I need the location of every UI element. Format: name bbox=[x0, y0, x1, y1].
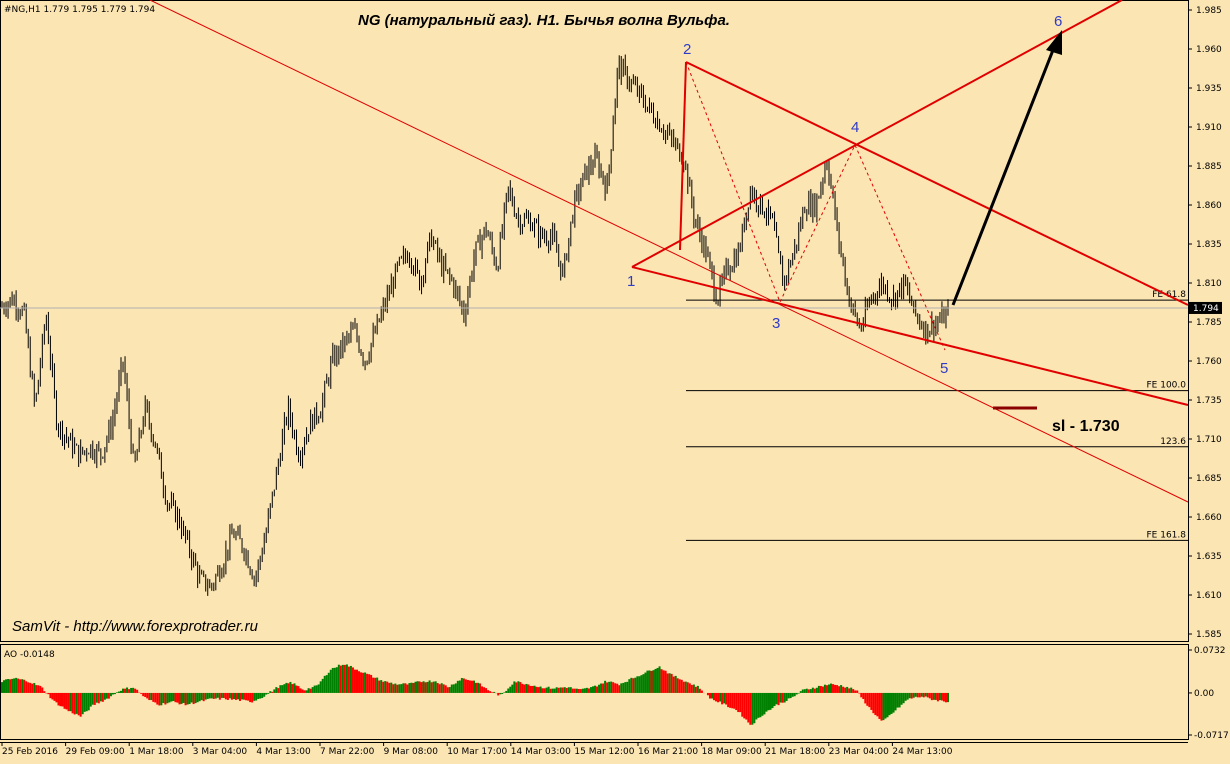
price-tick-label: 1.910 bbox=[1196, 123, 1222, 133]
chart-title: NG (натуральный газ). H1. Бычья волна Ву… bbox=[358, 12, 730, 29]
time-tick-label: 18 Mar 09:00 bbox=[702, 747, 762, 757]
time-tick-label: 10 Mar 17:00 bbox=[447, 747, 507, 757]
time-tick-label: 23 Mar 04:00 bbox=[829, 747, 889, 757]
time-tick-label: 14 Mar 03:00 bbox=[511, 747, 571, 757]
price-tick-label: 1.585 bbox=[1196, 630, 1222, 640]
ao-tick-label: 0.0732 bbox=[1194, 646, 1226, 656]
time-tick-label: 4 Mar 13:00 bbox=[256, 747, 311, 757]
ao-tick-label: 0.00 bbox=[1194, 689, 1214, 699]
price-tick-label: 1.685 bbox=[1196, 474, 1222, 484]
price-tick-label: 1.610 bbox=[1196, 591, 1222, 601]
price-tick-label: 1.760 bbox=[1196, 357, 1222, 367]
long-trend-line bbox=[149, 0, 1189, 503]
wave-label-2: 2 bbox=[683, 41, 691, 58]
price-tick-label: 1.960 bbox=[1196, 45, 1222, 55]
stop-loss-label: sl - 1.730 bbox=[1052, 418, 1120, 435]
time-tick-label: 3 Mar 04:00 bbox=[193, 747, 248, 757]
time-axis: 25 Feb 2016 29 Feb 09:00 1 Mar 18:00 3 Mar … bbox=[1, 742, 953, 757]
ao-panel-frame bbox=[0, 644, 1189, 740]
ao-axis: 0.0732 0.00 -0.0717 bbox=[1188, 646, 1229, 741]
price-tick-label: 1.810 bbox=[1196, 279, 1222, 289]
symbol-info: #NG,H1 1.779 1.795 1.779 1.794 bbox=[4, 5, 155, 15]
wave-label-3: 3 bbox=[772, 315, 780, 332]
fib-level-label: FE 161.8 bbox=[1147, 530, 1187, 540]
price-tick-label: 1.885 bbox=[1196, 162, 1222, 172]
price-tick-label: 1.835 bbox=[1196, 240, 1222, 250]
time-tick-label: 24 Mar 13:00 bbox=[892, 747, 952, 757]
time-tick-label: 1 Mar 18:00 bbox=[129, 747, 184, 757]
fib-level-label: 123.6 bbox=[1160, 437, 1186, 447]
price-tick-label: 1.785 bbox=[1196, 318, 1222, 328]
line-2-1 bbox=[679, 61, 687, 251]
wave-label-5: 5 bbox=[940, 360, 948, 377]
time-tick-label: 15 Mar 12:00 bbox=[574, 747, 634, 757]
price-axis: 1.985 1.960 1.935 1.910 1.885 1.860 1.835 1.810… bbox=[1188, 6, 1222, 640]
time-tick-label: 16 Mar 21:00 bbox=[638, 747, 698, 757]
price-tick-label: 1.935 bbox=[1196, 84, 1222, 94]
ao-label: AO -0.0148 bbox=[4, 650, 55, 660]
line-2-4 bbox=[685, 61, 1189, 306]
current-price-tag bbox=[1189, 301, 1222, 314]
price-tick-label: 1.710 bbox=[1196, 435, 1222, 445]
time-tick-label: 29 Feb 09:00 bbox=[66, 747, 125, 757]
price-tick-label: 1.860 bbox=[1196, 201, 1222, 211]
wave-zigzag bbox=[685, 61, 946, 351]
time-tick-label: 9 Mar 08:00 bbox=[384, 747, 439, 757]
time-tick-label: 25 Feb 2016 bbox=[2, 747, 58, 757]
price-tick-label: 1.735 bbox=[1196, 396, 1222, 406]
line-1-3-5 bbox=[631, 266, 1189, 406]
ao-tick-label: -0.0717 bbox=[1194, 731, 1229, 741]
price-panel-frame bbox=[0, 0, 1189, 642]
price-bars bbox=[1, 54, 949, 596]
wolfe-wave-lines bbox=[149, 0, 1189, 503]
price-tick-label: 1.660 bbox=[1196, 513, 1222, 523]
line-1-4-target bbox=[631, 0, 1123, 268]
time-tick-label: 21 Mar 18:00 bbox=[765, 747, 825, 757]
target-arrow bbox=[951, 30, 1062, 306]
wave-labels: 1 2 3 4 5 6 bbox=[627, 13, 1062, 377]
price-tick-label: 1.635 bbox=[1196, 552, 1222, 562]
time-tick-label: 7 Mar 22:00 bbox=[320, 747, 375, 757]
price-tick-label: 1.985 bbox=[1196, 6, 1222, 16]
ao-histogram bbox=[1, 664, 949, 725]
wave-label-1: 1 bbox=[627, 273, 635, 290]
wave-label-4: 4 bbox=[851, 119, 859, 136]
wave-label-6: 6 bbox=[1054, 13, 1062, 30]
fib-level-label: FE 100.0 bbox=[1147, 381, 1187, 391]
watermark: SamVit - http://www.forexprotrader.ru bbox=[12, 618, 259, 635]
current-price-value: 1.794 bbox=[1193, 304, 1219, 314]
